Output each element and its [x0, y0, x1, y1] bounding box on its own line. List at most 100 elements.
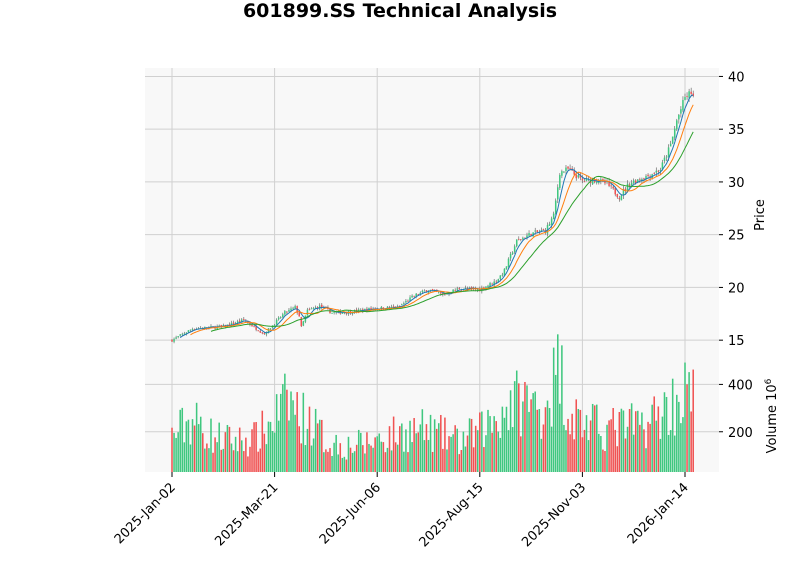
candle-body [659, 169, 662, 172]
volume-bar [509, 390, 512, 472]
volume-bar [368, 443, 370, 472]
candle-body [573, 169, 575, 175]
candle-body [425, 290, 428, 293]
volume-bar [448, 436, 450, 472]
volume-bar [296, 392, 298, 472]
volume-bar [284, 373, 286, 472]
volume-bar [364, 453, 366, 472]
volume-bar [306, 428, 309, 472]
candle-body [577, 175, 580, 178]
candle-body [177, 336, 179, 338]
candle-body [499, 275, 502, 279]
candle-body [429, 289, 432, 291]
x-tick-label: 2025-Jan-02 [112, 480, 179, 547]
candle-body [639, 179, 641, 181]
volume-bar [386, 447, 389, 472]
moving-averages [179, 94, 694, 339]
candle-body [204, 326, 206, 329]
volume-bar [380, 441, 383, 472]
volume-bar [425, 424, 428, 472]
volume-bar [314, 408, 317, 472]
volume-bar [538, 409, 541, 472]
volume-bar [595, 404, 598, 472]
candle-body [606, 181, 608, 183]
volume-bar [575, 399, 578, 472]
candle-body [581, 178, 584, 181]
candle-body [251, 324, 253, 327]
volume-bar [540, 438, 543, 472]
candle-body [575, 174, 578, 179]
volume-bar [362, 445, 364, 472]
candle-body [345, 313, 348, 315]
volume-bar [571, 413, 573, 472]
volume-bar [659, 438, 662, 472]
candle-body [520, 239, 522, 240]
candle-body [294, 306, 296, 309]
candle-body [263, 333, 266, 335]
volume-bar [292, 400, 294, 472]
volume-bar [437, 423, 440, 472]
volume-bar [476, 430, 479, 472]
volume-bar [665, 396, 668, 472]
candle-body [583, 181, 586, 183]
volume-bar [394, 442, 397, 472]
candle-body [238, 320, 241, 322]
volume-bar [567, 418, 569, 472]
volume-bar [530, 399, 532, 472]
volume-bar [255, 422, 257, 472]
candle-body [437, 292, 440, 294]
volume-bar [431, 451, 434, 472]
candle-body [321, 304, 323, 308]
volume-bar [454, 425, 456, 472]
volume-bar [265, 444, 268, 472]
volume-bar [216, 442, 218, 472]
volume-bar [232, 450, 235, 472]
volume-bar [671, 378, 674, 472]
volume-bar [357, 429, 360, 472]
volume-bar [318, 419, 321, 472]
candle-body [637, 179, 639, 183]
volume-bar [645, 448, 647, 472]
volume-bar [669, 430, 672, 472]
volume-bar [626, 426, 629, 472]
candle-body [522, 237, 524, 240]
volume-bar [191, 419, 194, 472]
volume-bar [240, 440, 243, 472]
volume-bar [464, 446, 467, 472]
candle-body [306, 309, 309, 316]
volume-bar [550, 426, 553, 472]
candle-body [503, 268, 506, 276]
candle-body [440, 292, 442, 294]
candle-body [261, 332, 264, 334]
candle-body [456, 288, 458, 290]
candle-body [671, 136, 674, 144]
volume-bar [208, 448, 210, 472]
volume-bar [226, 424, 229, 472]
volume-bar [503, 417, 506, 472]
volume-bar [651, 404, 653, 472]
volume-bar [343, 456, 346, 472]
volume-bar [643, 429, 645, 472]
candle-body [630, 182, 633, 186]
candle-body [653, 172, 655, 174]
volume-bar [483, 447, 485, 472]
candle-body [495, 281, 497, 283]
volume-bar [323, 452, 325, 472]
volume-bar [481, 411, 483, 472]
volume-bar [353, 451, 356, 472]
volume-bar [419, 424, 422, 472]
volume-bar [267, 421, 270, 472]
candle-body [423, 290, 426, 292]
volume-bar [185, 421, 188, 472]
candle-body [614, 187, 617, 195]
volume-bar [199, 416, 202, 472]
volume-bar [304, 445, 307, 472]
volume-bar [598, 433, 600, 472]
candle-body [290, 308, 292, 311]
candle-body [181, 333, 184, 335]
volume-bar [360, 432, 362, 472]
volume-bar [224, 432, 227, 472]
candle-body [493, 281, 495, 286]
volume-bar [487, 409, 489, 472]
